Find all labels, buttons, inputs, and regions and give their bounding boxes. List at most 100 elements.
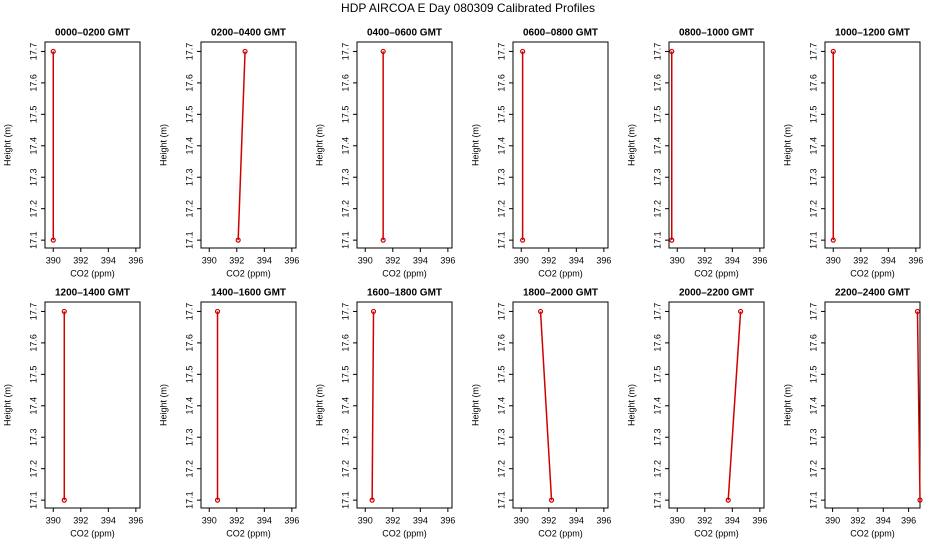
- data-point: [242, 48, 248, 55]
- y-tick-label: 17.5: [184, 106, 194, 124]
- data-line: [916, 311, 921, 501]
- data-point: [235, 237, 241, 243]
- y-tick-label: 17.7: [28, 43, 38, 61]
- panel-title: 1200–1400 GMT: [55, 288, 130, 299]
- y-tick-label: 17.7: [652, 43, 662, 61]
- x-tick-label: 396: [908, 255, 923, 265]
- data-line: [727, 311, 742, 501]
- y-tick-label: 17.5: [496, 366, 506, 384]
- data-point: [214, 497, 221, 503]
- y-tick-label: 17.4: [184, 397, 194, 415]
- y-tick-label: 17.2: [28, 200, 38, 218]
- panel-title: 2200–2400 GMT: [835, 288, 910, 299]
- panel-title: 0200–0400 GMT: [211, 28, 286, 39]
- data-line: [539, 311, 553, 501]
- plot-frame: [356, 41, 453, 249]
- x-tick-label: 394: [725, 255, 740, 265]
- x-tick-label: 394: [257, 515, 272, 525]
- x-axis-label: CO2 (ppm): [694, 268, 739, 278]
- x-tick-label: 392: [541, 515, 556, 525]
- x-tick-label: 392: [853, 255, 868, 265]
- x-tick-label: 394: [413, 515, 428, 525]
- panel-title: 1800–2000 GMT: [523, 288, 598, 299]
- panel-title: 1400–1600 GMT: [211, 288, 286, 299]
- y-tick-label: 17.3: [808, 168, 818, 186]
- x-axis-label: CO2 (ppm): [226, 268, 271, 278]
- y-tick-label: 17.2: [652, 460, 662, 478]
- panel-title: 0800–1000 GMT: [679, 28, 754, 39]
- x-tick-label: 390: [670, 515, 685, 525]
- x-tick-label: 396: [596, 515, 611, 525]
- x-axis-label: CO2 (ppm): [382, 268, 427, 278]
- data-point: [520, 237, 526, 243]
- x-tick-label: 390: [514, 515, 529, 525]
- x-tick-label: 394: [725, 515, 740, 525]
- y-tick-label: 17.5: [340, 366, 350, 384]
- x-tick-label: 394: [101, 255, 116, 265]
- x-axis-label: CO2 (ppm): [382, 528, 427, 538]
- y-tick-label: 17.1: [184, 231, 194, 249]
- y-tick-label: 17.6: [496, 334, 506, 352]
- y-axis-label: Height (m): [626, 124, 636, 166]
- y-tick-label: 17.6: [28, 334, 38, 352]
- x-tick-label: 392: [73, 255, 88, 265]
- y-tick-label: 17.3: [652, 168, 662, 186]
- y-axis-label: Height (m): [158, 124, 168, 166]
- y-tick-label: 17.4: [28, 137, 38, 155]
- x-tick-label: 392: [541, 255, 556, 265]
- y-tick-label: 17.2: [184, 460, 194, 478]
- y-tick-label: 17.4: [496, 137, 506, 155]
- x-tick-label: 394: [569, 515, 584, 525]
- plot-frame: [44, 41, 141, 249]
- panel-title: 1600–1800 GMT: [367, 288, 442, 299]
- y-tick-label: 17.1: [496, 231, 506, 249]
- y-axis-label: Height (m): [2, 384, 12, 426]
- panel-title: 0000–0200 GMT: [55, 28, 130, 39]
- y-tick-label: 17.6: [340, 334, 350, 352]
- data-point: [669, 48, 675, 55]
- x-tick-label: 394: [881, 255, 896, 265]
- data-point: [380, 237, 386, 243]
- y-tick-label: 17.2: [808, 200, 818, 218]
- x-tick-label: 396: [440, 515, 455, 525]
- y-tick-label: 17.1: [28, 231, 38, 249]
- data-point: [214, 308, 221, 315]
- plot-frame: [824, 301, 921, 509]
- x-axis-label: CO2 (ppm): [538, 268, 583, 278]
- x-tick-label: 390: [202, 515, 217, 525]
- y-tick-label: 17.1: [808, 231, 818, 249]
- data-point: [914, 308, 921, 315]
- x-tick-label: 392: [850, 515, 865, 525]
- y-tick-label: 17.2: [496, 460, 506, 478]
- x-tick-label: 392: [697, 255, 712, 265]
- x-tick-label: 396: [752, 255, 767, 265]
- x-tick-label: 394: [257, 255, 272, 265]
- y-tick-label: 17.3: [184, 428, 194, 446]
- y-tick-label: 17.7: [340, 43, 350, 61]
- y-axis-label: Height (m): [626, 384, 636, 426]
- y-tick-label: 17.4: [652, 397, 662, 415]
- plot-frame: [668, 301, 765, 509]
- data-point: [737, 308, 744, 315]
- y-tick-label: 17.6: [652, 74, 662, 92]
- x-tick-label: 392: [385, 515, 400, 525]
- y-tick-label: 17.6: [28, 74, 38, 92]
- y-tick-label: 17.1: [652, 231, 662, 249]
- data-point: [369, 497, 375, 503]
- x-tick-label: 390: [826, 255, 841, 265]
- x-tick-label: 390: [202, 255, 217, 265]
- y-tick-label: 17.4: [808, 137, 818, 155]
- data-point: [61, 308, 67, 315]
- x-tick-label: 390: [46, 255, 61, 265]
- y-tick-label: 17.7: [184, 303, 194, 321]
- y-tick-label: 17.3: [652, 428, 662, 446]
- y-tick-label: 17.2: [340, 460, 350, 478]
- x-axis-label: CO2 (ppm): [850, 268, 895, 278]
- y-tick-label: 17.5: [652, 366, 662, 384]
- x-tick-label: 396: [752, 515, 767, 525]
- y-axis-label: Height (m): [782, 384, 792, 426]
- y-axis-label: Height (m): [158, 384, 168, 426]
- plot-frame: [668, 41, 765, 249]
- data-point: [61, 497, 67, 503]
- y-tick-label: 17.3: [184, 168, 194, 186]
